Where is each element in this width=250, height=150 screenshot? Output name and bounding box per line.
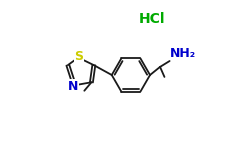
Text: S: S [74,50,84,63]
Text: HCl: HCl [138,12,165,26]
Text: N: N [68,80,78,93]
Text: NH₂: NH₂ [170,47,196,60]
